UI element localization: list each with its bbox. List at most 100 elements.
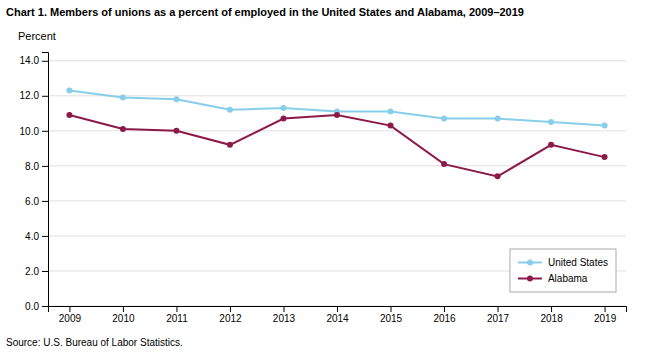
x-tick-label: 2013: [273, 313, 296, 324]
x-tick-label: 2010: [112, 313, 135, 324]
x-tick: 2010: [112, 306, 135, 324]
x-tick: 2009: [59, 306, 82, 324]
legend-marker: [527, 276, 533, 282]
x-tick-mark: [337, 306, 338, 312]
series-line: [69, 91, 604, 126]
point: [280, 105, 286, 111]
title: Chart 1. Members of unions as a percent …: [6, 6, 524, 18]
grid-line: [48, 235, 626, 236]
point: [388, 109, 394, 115]
x-axis: 2009 2010 2011 2012 2013 2014 2015 2016 2017 2018…: [49, 306, 627, 324]
x-tick-mark: [283, 306, 284, 312]
y-tick: 12.0: [20, 90, 48, 101]
point: [173, 128, 179, 134]
y-tick-label: 14.0: [20, 55, 40, 66]
point: [66, 112, 72, 118]
point: [120, 95, 126, 101]
x-tick: 2012: [219, 306, 242, 324]
legend-item: United States: [518, 257, 608, 268]
series: [66, 88, 607, 129]
x-tick-mark: [605, 306, 606, 312]
point: [334, 112, 340, 118]
x-tick-label: 2019: [594, 313, 617, 324]
x-tick-mark: [551, 306, 552, 312]
y-tick: 6.0: [25, 196, 48, 207]
series: [66, 112, 607, 179]
point: [227, 107, 233, 113]
y-tick: 14.0: [20, 55, 48, 66]
x-tick: 2014: [326, 306, 349, 324]
y-tick-label: 0.0: [25, 301, 39, 312]
grid-line: [48, 60, 626, 61]
point: [548, 119, 554, 125]
y-tick: 10.0: [20, 126, 48, 137]
point: [280, 116, 286, 122]
point: [495, 116, 501, 122]
y-tick-mark: [42, 201, 48, 202]
x-tick-label: 2016: [433, 313, 456, 324]
grid: [48, 61, 626, 306]
y-tick-label: 4.0: [25, 231, 39, 242]
y-axis-line: [42, 53, 49, 307]
legend: United States Alabama: [510, 249, 616, 292]
y-tick: 0.0: [25, 301, 48, 312]
chart: Chart 1. Members of unions as a percent …: [0, 0, 646, 354]
legend-label: Alabama: [548, 273, 588, 284]
x-axis-line: [49, 307, 627, 313]
x-tick-mark: [444, 306, 445, 312]
x-tick-label: 2012: [219, 313, 242, 324]
marks: [66, 88, 607, 180]
y-tick-label: 6.0: [25, 196, 39, 207]
point: [602, 154, 608, 160]
y-tick-mark: [42, 306, 48, 307]
x-tick-mark: [176, 306, 177, 312]
x-tick: 2013: [273, 306, 296, 324]
plot: 2009 2010 2011 2012 2013 2014 2015 2016 2017 2018…: [20, 53, 627, 325]
y-tick-mark: [42, 131, 48, 132]
grid-line: [48, 165, 626, 166]
x-tick-mark: [230, 306, 231, 312]
x-tick: 2015: [380, 306, 403, 324]
point: [441, 116, 447, 122]
y-tick-label: 8.0: [25, 161, 39, 172]
x-tick-label: 2009: [59, 313, 82, 324]
point: [173, 96, 179, 102]
x-tick-label: 2015: [380, 313, 403, 324]
y-tick-mark: [42, 96, 48, 97]
legend-item: Alabama: [518, 273, 588, 284]
point: [441, 161, 447, 167]
y-tick-mark: [42, 61, 48, 62]
point: [388, 123, 394, 129]
y-tick-mark: [42, 236, 48, 237]
legend-marker: [527, 260, 533, 266]
y-tick-label: 12.0: [20, 90, 40, 101]
x-tick: 2017: [487, 306, 510, 324]
x-tick: 2011: [166, 306, 188, 324]
legend-label: United States: [548, 257, 608, 268]
x-tick-label: 2017: [487, 313, 510, 324]
point: [495, 173, 501, 179]
grid-line: [48, 200, 626, 201]
y-tick: 2.0: [25, 266, 48, 277]
y-axis: 0.0 2.0 4.0 6.0 8.0 10.0 12.0 14.0: [20, 53, 49, 312]
x-tick: 2019: [594, 306, 617, 324]
annotation: Source: U.S. Bureau of Labor Statistics.: [6, 337, 183, 348]
x-tick-mark: [69, 306, 70, 312]
grid-line: [48, 130, 626, 131]
series-line: [69, 115, 604, 176]
x-tick: 2018: [540, 306, 563, 324]
x-tick-mark: [391, 306, 392, 312]
legend-frame: [510, 249, 616, 292]
point: [227, 142, 233, 148]
point: [602, 123, 608, 129]
x-tick-label: 2014: [326, 313, 349, 324]
x-tick-mark: [123, 306, 124, 312]
x-tick-label: 2018: [540, 313, 563, 324]
y-tick-mark: [42, 166, 48, 167]
y-tick: 4.0: [25, 231, 48, 242]
y-tick: 8.0: [25, 161, 48, 172]
point: [548, 142, 554, 148]
y-tick-label: 2.0: [25, 266, 39, 277]
x-tick-mark: [498, 306, 499, 312]
grid-line: [48, 95, 626, 96]
